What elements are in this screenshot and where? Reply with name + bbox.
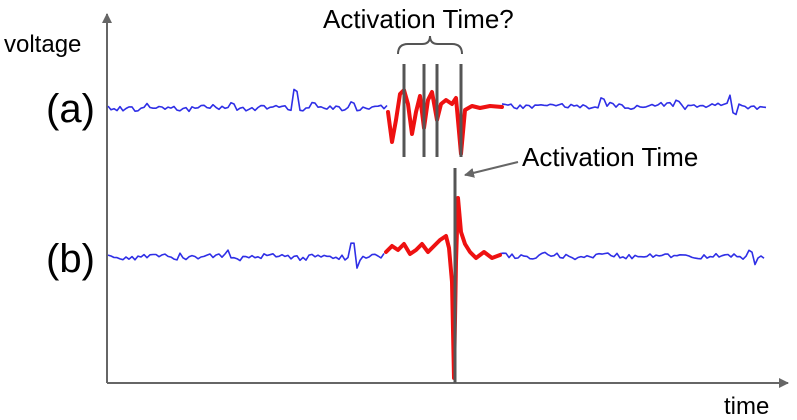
annotation-arrow [464, 161, 519, 178]
trace-b-label: (b) [46, 237, 95, 281]
trace-b-activation-segment [384, 196, 502, 380]
y-axis-label: voltage [4, 31, 81, 58]
trace-b-baseline-left [107, 242, 385, 269]
annotation-clear: Activation Time [522, 142, 698, 172]
trace-a-baseline-right [501, 94, 767, 116]
trace-b-baseline-right [499, 249, 765, 266]
trace-a-label: (a) [46, 87, 95, 131]
x-axis-label: time [724, 393, 769, 420]
curly-brace [397, 35, 463, 55]
trace-a-baseline-left [107, 88, 388, 113]
annotation-ambiguous: Activation Time? [323, 4, 514, 34]
